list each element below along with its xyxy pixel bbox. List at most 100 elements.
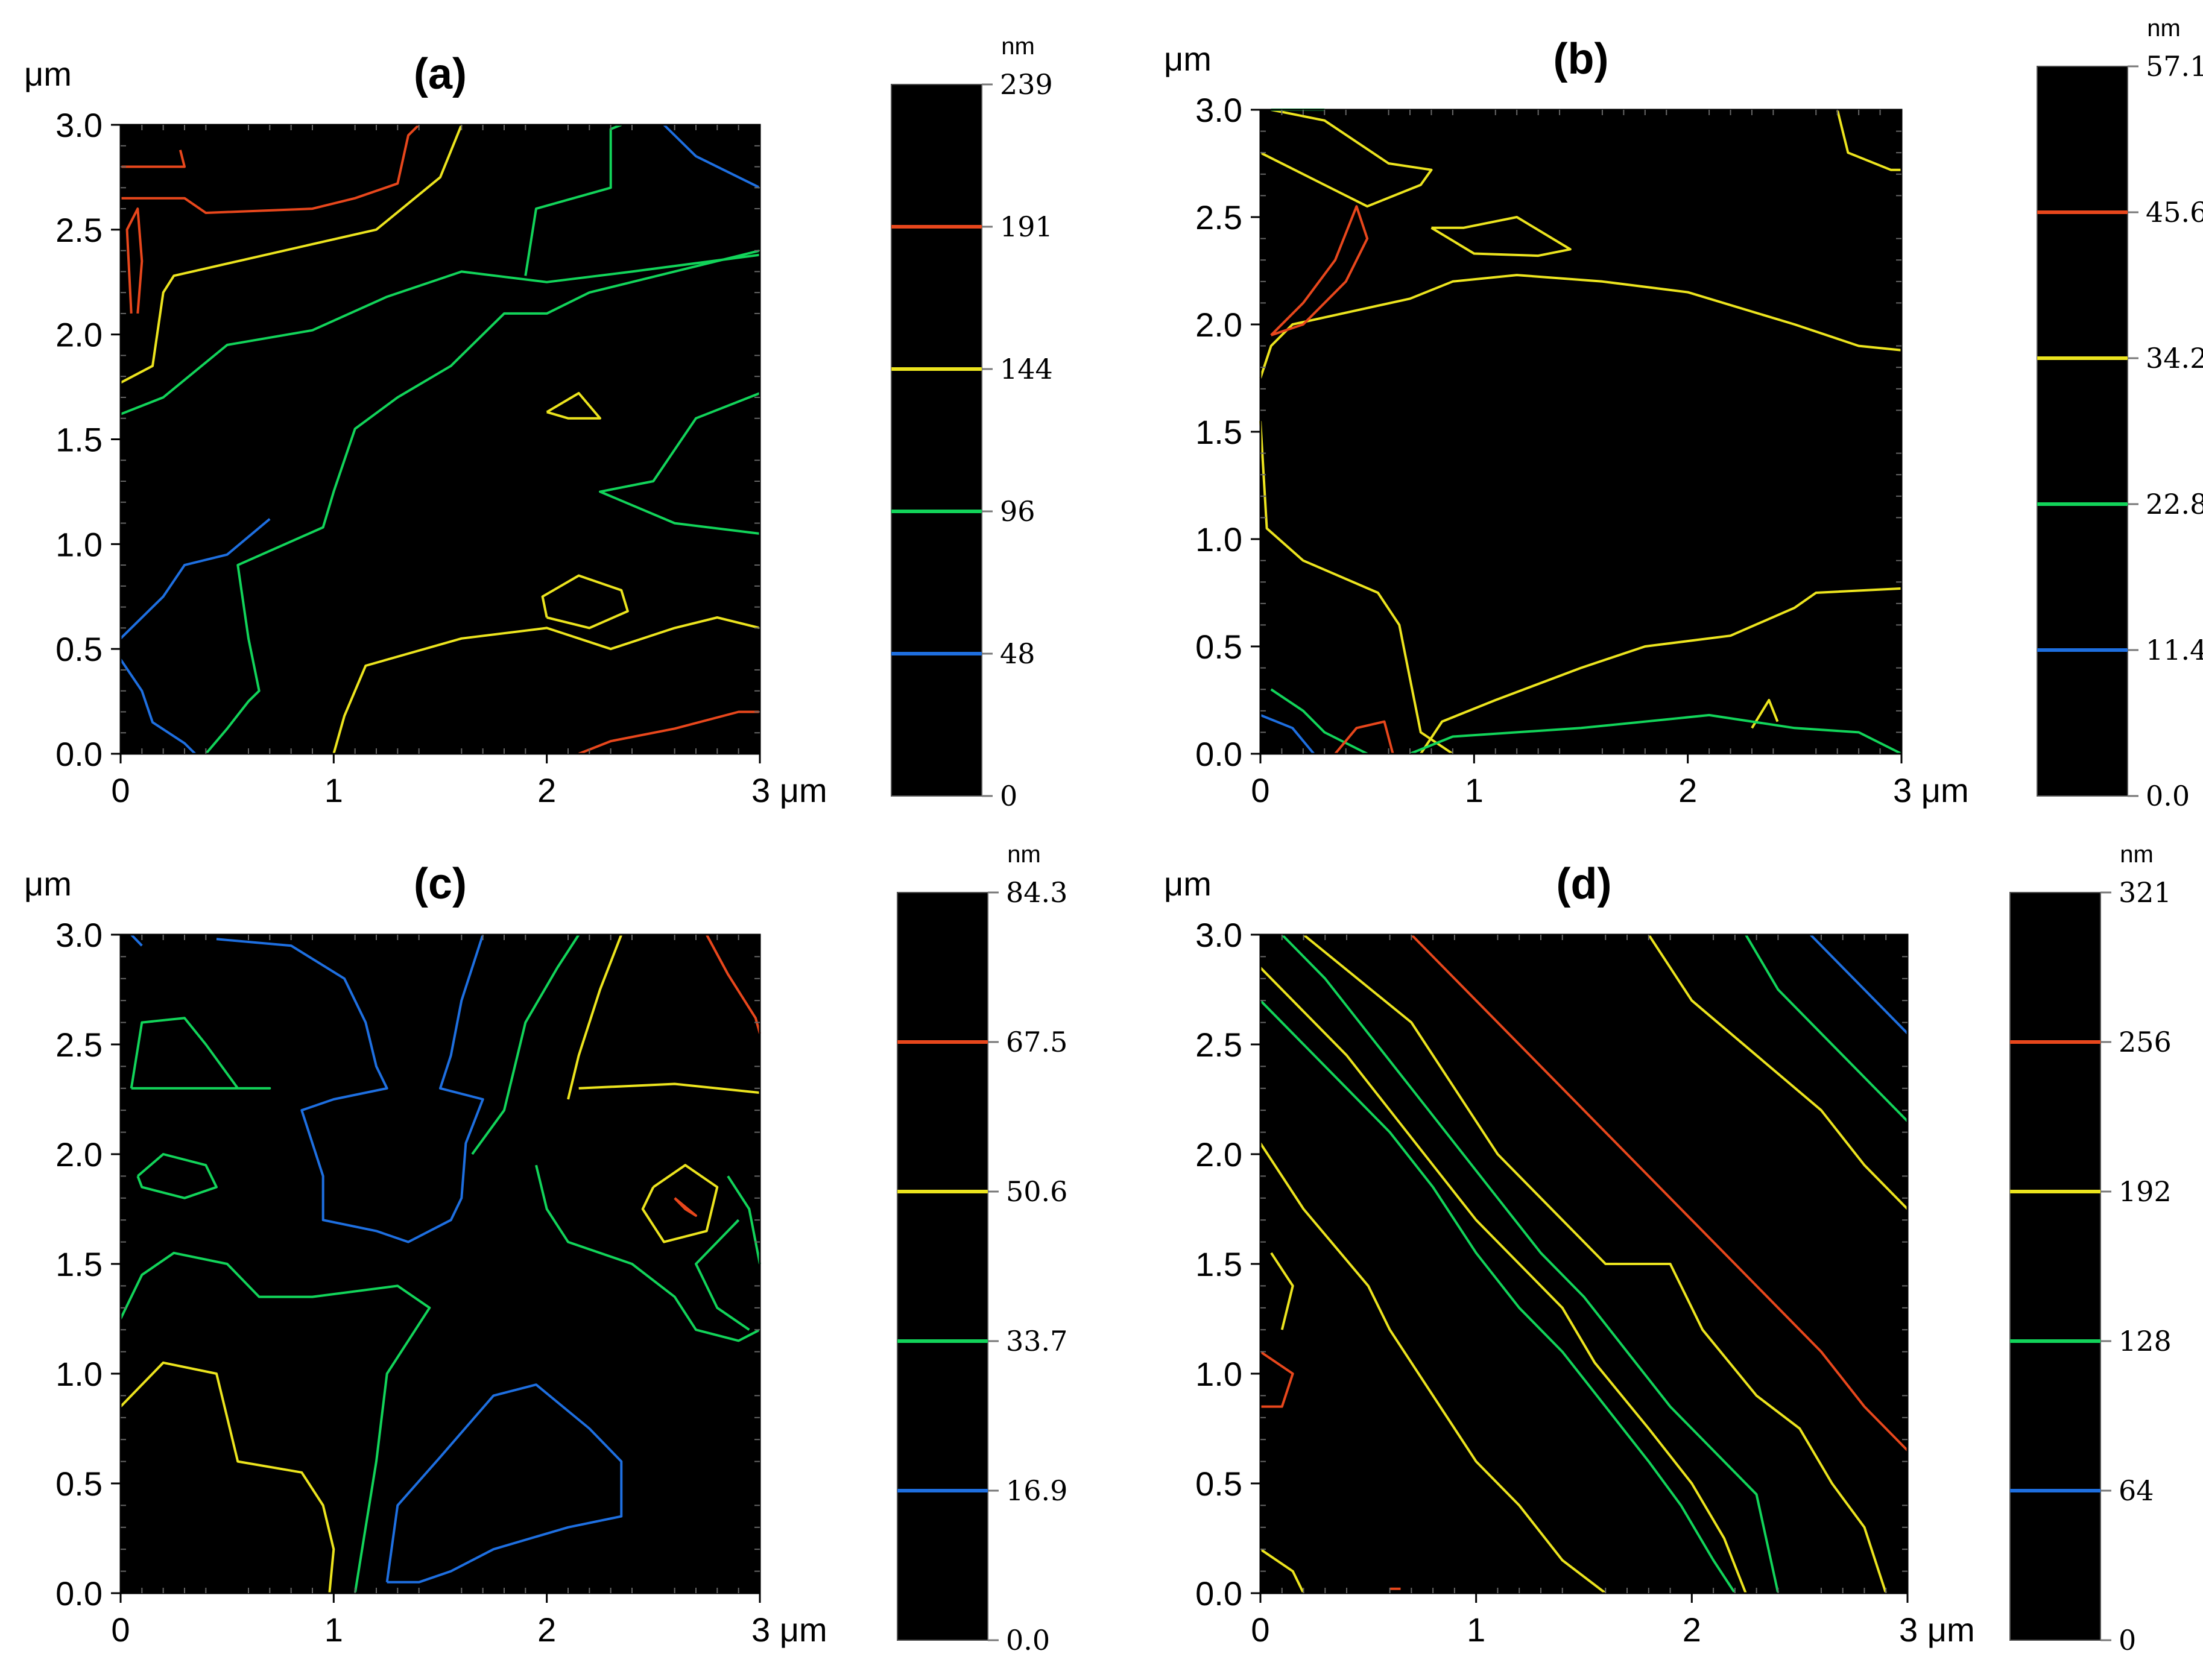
colorbar xyxy=(2037,66,2128,797)
colorbar-label: 84.3 xyxy=(1006,876,1067,909)
panel-a: 0 1 2 3 μm 0.0 0.5 1.0 1.5 2.0 2.5 3.0 μm (a) nm 0 48 96… xyxy=(24,33,1053,812)
plot-area xyxy=(1260,935,1907,1593)
contour-line xyxy=(663,124,760,189)
contour-line xyxy=(121,124,420,214)
contour-line xyxy=(1303,933,1888,1594)
colorbar-label: 11.4 xyxy=(2146,634,2203,666)
y-tick-label: 2.0 xyxy=(55,1135,103,1173)
x-tick-label: 1 xyxy=(1467,1611,1485,1649)
y-tick-label: 1.5 xyxy=(1195,413,1242,451)
y-tick-label: 2.5 xyxy=(55,211,103,249)
x-tick-label: 0 xyxy=(111,1611,130,1649)
contour-line xyxy=(641,1164,719,1243)
y-unit-label: μm xyxy=(24,865,72,903)
contour-line xyxy=(1260,109,1433,208)
y-tick-label: 3.0 xyxy=(55,106,103,144)
y-tick-label: 3.0 xyxy=(1195,916,1242,954)
y-tick-label: 2.0 xyxy=(1195,306,1242,344)
y-tick-label: 0.0 xyxy=(1195,735,1242,773)
colorbar-label: 191 xyxy=(1000,210,1053,243)
colorbar-unit: nm xyxy=(1001,33,1035,60)
contour-line xyxy=(121,150,186,168)
colorbar-label: 239 xyxy=(1000,68,1053,101)
colorbar-label: 0.0 xyxy=(2146,780,2190,812)
colorbar-unit: nm xyxy=(2120,841,2154,868)
y-tick-label: 1.0 xyxy=(1195,520,1242,558)
y-tick-label: 2.0 xyxy=(55,316,103,354)
y-unit-label: μm xyxy=(24,55,72,93)
x-tick-label: 3 μm xyxy=(751,1611,827,1649)
contour-line xyxy=(120,253,760,415)
y-unit-label: μm xyxy=(1164,865,1212,903)
y-tick-label: 3.0 xyxy=(1195,91,1242,129)
colorbar-unit: nm xyxy=(1007,841,1041,868)
colorbar-label: 0 xyxy=(1000,780,1017,812)
contour-line xyxy=(1259,421,1454,755)
contour-line xyxy=(674,1197,697,1217)
colorbar-label: 64 xyxy=(2119,1474,2154,1507)
contour-line xyxy=(136,1153,218,1199)
colorbar xyxy=(891,84,982,797)
colorbar-label: 321 xyxy=(2119,876,2172,909)
contour-line xyxy=(385,1383,623,1584)
x-tick-label: 3 μm xyxy=(1899,1611,1975,1649)
x-tick-label: 3 μm xyxy=(751,771,827,809)
colorbar-label: 48 xyxy=(1000,637,1035,670)
y-tick-label: 2.5 xyxy=(1195,1026,1242,1064)
contour-line xyxy=(1259,999,1736,1594)
contour-line xyxy=(1260,714,1315,755)
plot-area xyxy=(121,935,760,1593)
contour-line xyxy=(1836,109,1901,171)
contour-line xyxy=(471,933,580,1155)
colorbar-label: 67.5 xyxy=(1006,1026,1067,1058)
contour-line xyxy=(1270,1252,1294,1330)
y-tick-label: 1.0 xyxy=(1195,1355,1242,1393)
contour-line xyxy=(119,658,197,755)
contour-line xyxy=(1259,1142,1607,1594)
contour-line xyxy=(332,616,760,754)
panel-title: (b) xyxy=(1553,35,1609,83)
panel-title: (a) xyxy=(414,50,467,98)
contour-line xyxy=(130,1017,271,1090)
contour-line xyxy=(727,1175,761,1265)
contour-line xyxy=(1809,933,1909,1035)
panel-c: 0 1 2 3 μm 0.0 0.5 1.0 1.5 2.0 2.5 3.0 μm (c) nm 0.0 16… xyxy=(24,841,1067,1656)
colorbar-label: 96 xyxy=(1000,495,1035,528)
contour-line xyxy=(1648,933,1909,1210)
y-tick-label: 0.5 xyxy=(1195,628,1242,666)
x-tick-label: 0 xyxy=(1251,1611,1269,1649)
x-tick-label: 2 xyxy=(537,771,556,809)
contour-line xyxy=(119,1361,335,1594)
contour-line xyxy=(1420,587,1902,755)
x-tick-label: 2 xyxy=(537,1611,556,1649)
plot-area xyxy=(1260,110,1901,754)
contour-line xyxy=(1259,1350,1294,1408)
y-tick-label: 3.0 xyxy=(55,916,103,954)
y-tick-label: 0.5 xyxy=(55,630,103,668)
panel-d: 0 1 2 3 μm 0.0 0.5 1.0 1.5 2.0 2.5 3.0 μm (d) nm 0 64 12… xyxy=(1164,841,2172,1656)
x-tick-label: 2 xyxy=(1683,1611,1701,1649)
y-tick-label: 0.5 xyxy=(55,1465,103,1503)
x-tick-label: 0 xyxy=(111,771,130,809)
contour-line xyxy=(599,392,760,535)
contour-line xyxy=(1409,713,1902,755)
colorbar-label: 22.8 xyxy=(2146,488,2203,520)
contour-line xyxy=(119,518,271,640)
y-tick-label: 0.0 xyxy=(55,735,103,773)
contour-line xyxy=(204,249,760,755)
contour-line xyxy=(1430,216,1572,257)
contour-line xyxy=(1259,967,1747,1594)
colorbar-label: 57.1 xyxy=(2146,50,2203,83)
x-tick-label: 0 xyxy=(1251,771,1269,809)
colorbar-label: 50.6 xyxy=(1006,1175,1067,1208)
colorbar-label: 0 xyxy=(2119,1624,2136,1656)
contour-line xyxy=(130,933,143,947)
y-tick-label: 0.5 xyxy=(1195,1465,1242,1503)
x-tick-label: 1 xyxy=(1465,771,1484,809)
contour-line xyxy=(1751,699,1779,729)
contour-line xyxy=(1259,1548,1305,1594)
colorbar-label: 144 xyxy=(1000,353,1053,385)
colorbar-label: 33.7 xyxy=(1006,1325,1067,1357)
contour-line xyxy=(216,934,484,1243)
